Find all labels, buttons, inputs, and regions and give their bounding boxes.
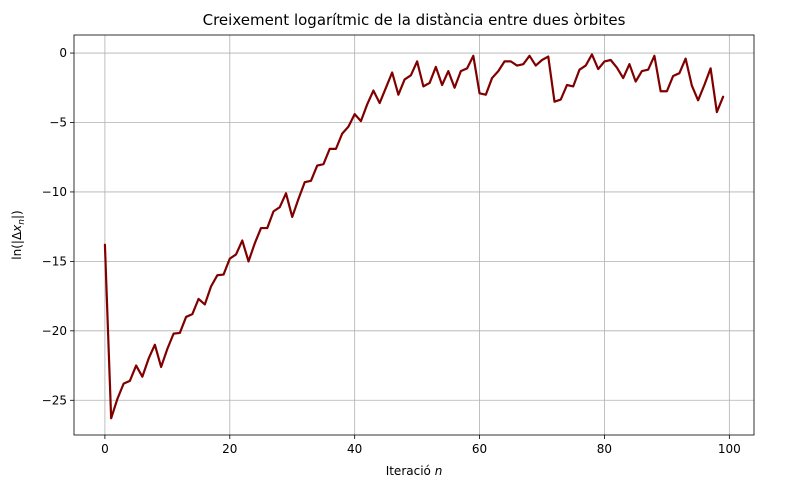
y-tick-label: 0 (59, 46, 67, 60)
plot-frame (73, 34, 755, 436)
y-tick-label: −10 (42, 185, 67, 199)
y-tick-label: −25 (42, 393, 67, 407)
x-axis-ticks: 0 20 40 60 80 100 (101, 435, 741, 456)
x-tick-label: 20 (222, 442, 237, 456)
x-axis-label-text: Iteració (386, 464, 435, 478)
x-axis-label: Iteració n (386, 464, 443, 478)
y-tick-label: −20 (42, 324, 67, 338)
y-axis-ticks: 0 −5 −10 −15 −20 −25 (42, 46, 74, 407)
grid (74, 35, 754, 435)
chart-title: Creixement logarítmic de la distància en… (203, 11, 626, 29)
series-line (103, 53, 725, 420)
x-tick-label: 40 (347, 442, 362, 456)
series (103, 53, 725, 420)
x-tick-label: 60 (472, 442, 487, 456)
x-axis-label-var: n (435, 464, 443, 478)
y-tick-label: −5 (49, 116, 67, 130)
y-tick-label: −15 (42, 254, 67, 268)
x-tick-label: 80 (597, 442, 612, 456)
x-tick-label: 100 (718, 442, 741, 456)
x-tick-label: 0 (101, 442, 109, 456)
